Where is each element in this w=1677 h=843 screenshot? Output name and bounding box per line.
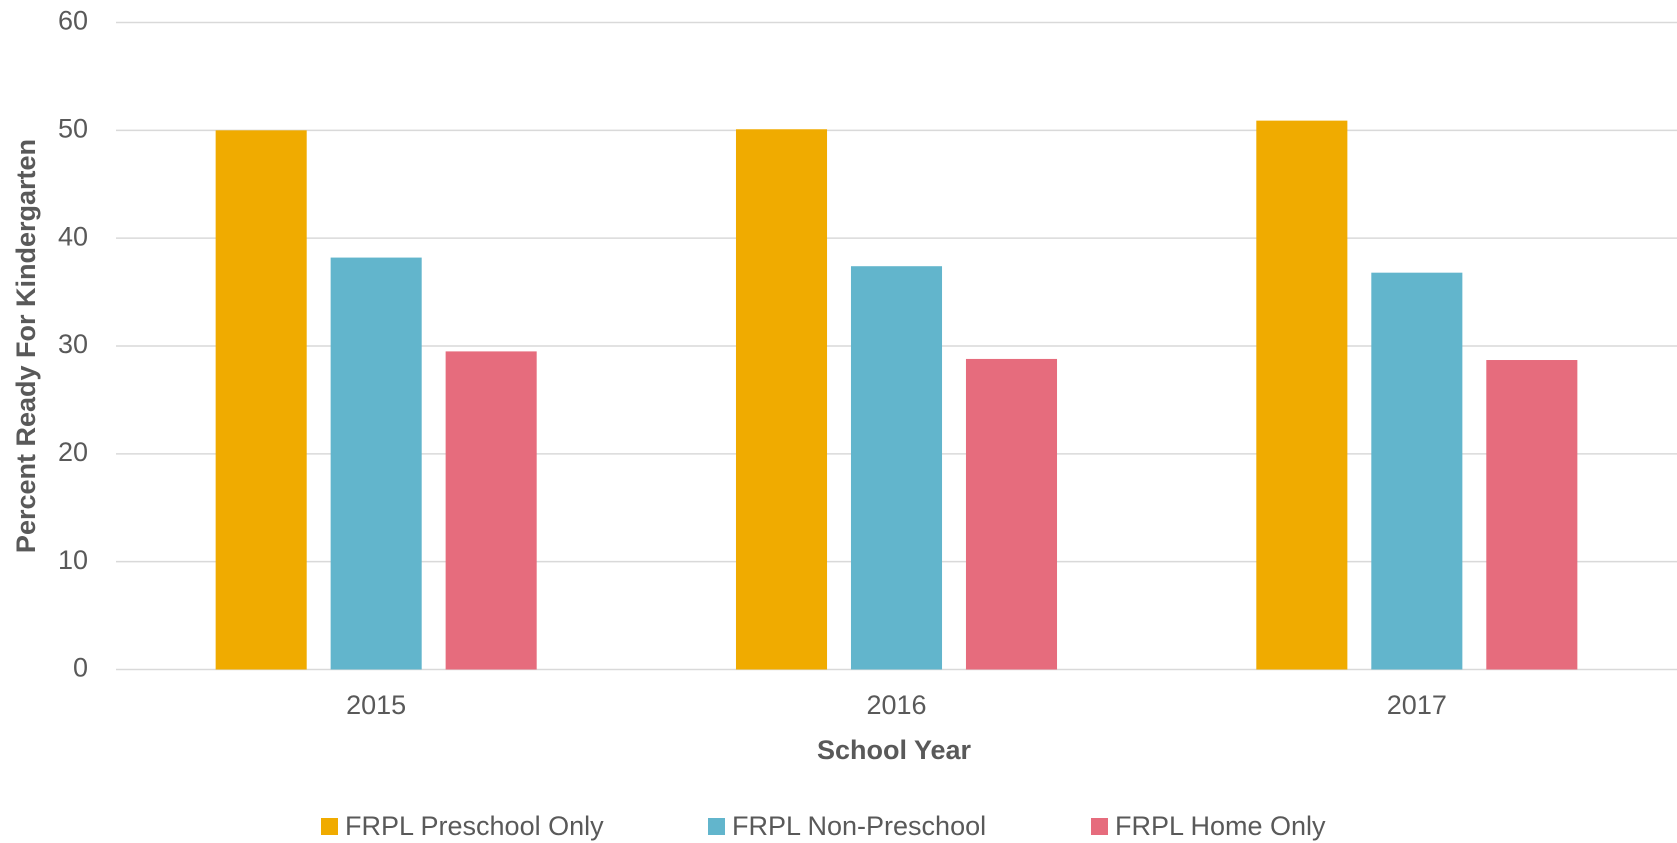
legend-swatch <box>1091 818 1108 835</box>
y-tick-label: 30 <box>58 329 88 359</box>
y-tick-label: 20 <box>58 437 88 467</box>
legend-label: FRPL Non-Preschool <box>732 811 986 841</box>
x-tick-label: 2017 <box>1387 690 1447 720</box>
x-tick-label: 2016 <box>866 690 926 720</box>
x-axis-title: School Year <box>817 735 972 765</box>
legend-swatch <box>708 818 725 835</box>
y-tick-label: 10 <box>58 545 88 575</box>
y-tick-label: 40 <box>58 221 88 251</box>
bar <box>1256 120 1348 670</box>
y-tick-label: 60 <box>58 6 88 36</box>
legend-label: FRPL Preschool Only <box>345 811 604 841</box>
bar <box>215 130 307 670</box>
bar <box>330 257 422 670</box>
y-tick-label: 0 <box>73 653 88 683</box>
bar <box>735 129 828 670</box>
bar <box>1486 360 1578 670</box>
y-axis-title: Percent Ready For Kindergarten <box>11 139 41 553</box>
x-tick-label: 2015 <box>346 690 406 720</box>
bar <box>445 351 537 670</box>
bar <box>850 266 943 670</box>
bar <box>965 358 1058 670</box>
y-tick-label: 50 <box>58 113 88 143</box>
bar <box>1371 272 1463 670</box>
legend-swatch <box>321 818 338 835</box>
legend-label: FRPL Home Only <box>1115 811 1326 841</box>
